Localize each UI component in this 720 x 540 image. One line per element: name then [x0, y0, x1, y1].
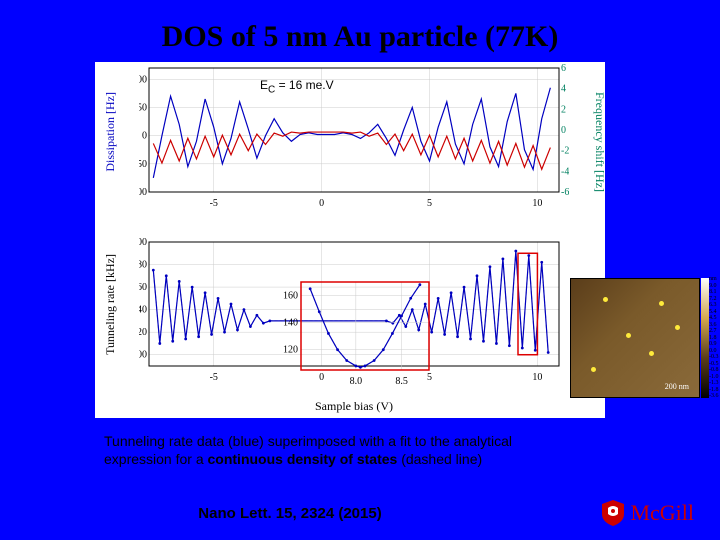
svg-text:120: 120: [283, 345, 298, 356]
svg-text:4: 4: [561, 84, 566, 95]
mcgill-logo: McGill: [602, 500, 694, 526]
caption-bold: continuous density of states: [208, 451, 398, 467]
afm-scalebar-label: 200 nm: [665, 382, 689, 391]
afm-particle: [675, 325, 680, 330]
afm-particle: [591, 367, 596, 372]
svg-text:-5: -5: [210, 198, 218, 209]
svg-text:10: 10: [532, 372, 542, 383]
svg-text:10: 10: [532, 198, 542, 209]
chart-inset: 8.0 8.5 120 140 160: [275, 276, 435, 388]
chart-top: -50510-100-50050100-6-4-20246 Dissipatio…: [139, 62, 569, 210]
mcgill-logo-text: McGill: [630, 500, 694, 526]
svg-text:0: 0: [319, 198, 324, 209]
slide-title: DOS of 5 nm Au particle (77K): [0, 20, 720, 54]
svg-text:160: 160: [283, 291, 298, 302]
caption-line2c: (dashed line): [397, 451, 482, 467]
afm-image: 200 nm: [570, 278, 700, 398]
caption-line1: Tunneling rate data (blue) superimposed …: [104, 433, 512, 449]
svg-text:100: 100: [139, 350, 147, 361]
svg-text:5: 5: [427, 198, 432, 209]
afm-colorbar: [701, 278, 709, 398]
svg-text:-2: -2: [561, 146, 569, 157]
svg-text:8.5: 8.5: [395, 376, 408, 387]
ec-value: = 16 me.V: [275, 78, 333, 92]
svg-text:-100: -100: [139, 187, 147, 198]
svg-text:0: 0: [142, 131, 147, 142]
ylabel-tunneling: Tunneling rate [kHz]: [103, 254, 118, 355]
svg-text:8.0: 8.0: [350, 376, 363, 387]
svg-text:-6: -6: [561, 187, 569, 198]
afm-particle: [659, 301, 664, 306]
svg-text:120: 120: [139, 327, 147, 338]
caption: Tunneling rate data (blue) superimposed …: [104, 432, 600, 468]
svg-text:6: 6: [561, 63, 566, 74]
chart-inset-svg: 8.0 8.5 120 140 160: [275, 276, 435, 388]
svg-text:50: 50: [139, 102, 147, 113]
caption-line2a: expression for a: [104, 451, 208, 467]
svg-text:-5: -5: [210, 372, 218, 383]
svg-text:0: 0: [561, 125, 566, 136]
chart-top-svg: -50510-100-50050100-6-4-20246: [139, 62, 569, 210]
svg-text:-50: -50: [139, 159, 147, 170]
ylabel-freqshift: Frequency shift [Hz]: [592, 92, 607, 192]
ylabel-dissipation: Dissipation [Hz]: [103, 92, 118, 172]
afm-colorbar-labels: nm9.08.17.26.35.44.53.62.71.80.90.0-0.3-…: [709, 276, 719, 400]
chart-panel: -50510-100-50050100-6-4-20246 Dissipatio…: [95, 62, 605, 418]
xlabel-bias: Sample bias (V): [139, 399, 569, 414]
afm-particle: [649, 351, 654, 356]
ec-symbol: E: [260, 78, 268, 92]
shield-icon: [602, 500, 624, 526]
svg-text:100: 100: [139, 74, 147, 85]
svg-text:140: 140: [139, 305, 147, 316]
svg-text:180: 180: [139, 260, 147, 271]
afm-particle: [603, 297, 608, 302]
afm-particle: [626, 333, 631, 338]
ec-annotation: EC = 16 me.V: [260, 78, 334, 95]
citation: Nano Lett. 15, 2324 (2015): [0, 505, 580, 522]
svg-text:-4: -4: [561, 166, 569, 177]
svg-text:160: 160: [139, 282, 147, 293]
svg-text:140: 140: [283, 318, 298, 329]
svg-text:2: 2: [561, 104, 566, 115]
svg-text:200: 200: [139, 237, 147, 248]
